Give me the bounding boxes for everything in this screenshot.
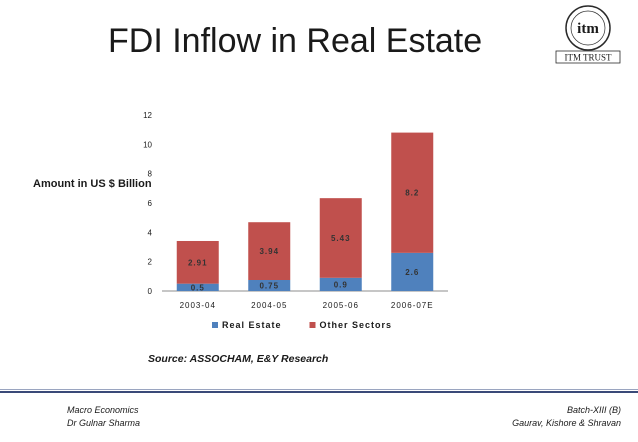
footer-course: Macro Economics — [67, 405, 139, 415]
data-label: 0.5 — [191, 283, 205, 292]
footer-instructor: Dr Gulnar Sharma — [67, 418, 141, 428]
y-tick-label: 6 — [148, 199, 153, 208]
data-label: 8.2 — [405, 189, 419, 198]
logo-mark: itm — [577, 21, 599, 37]
bar-segment — [319, 198, 362, 278]
y-tick-label: 8 — [148, 170, 153, 179]
legend-swatch — [212, 322, 218, 328]
bar-segment — [319, 277, 362, 291]
bar-segment — [176, 240, 219, 284]
x-tick-label: 2003-04 — [180, 301, 216, 310]
source-note: Source: ASSOCHAM, E&Y Research — [148, 353, 329, 365]
bar-segment — [248, 280, 291, 291]
footer-batch: Batch-XIII (B) — [566, 405, 621, 415]
y-tick-label: 4 — [148, 228, 153, 237]
footer-right: Batch-XIII (B) Gaurav, Kishore & Shravan — [512, 404, 621, 430]
x-tick-label: 2004-05 — [251, 301, 287, 310]
data-label: 0.9 — [334, 280, 348, 289]
x-tick-label: 2005-06 — [323, 301, 359, 310]
stacked-bar-chart: 0 2 4 6 8 10 12 0.5 2.91 2003-04 0.75 3.94 2004-05 0.… — [143, 111, 448, 330]
y-tick-label: 2 — [148, 258, 153, 267]
y-axis-label: Amount in US $ Billion — [33, 178, 152, 190]
y-tick-label: 12 — [143, 111, 152, 120]
data-label: 2.6 — [405, 268, 419, 277]
logo-text: ITM TRUST — [564, 53, 612, 63]
logo-ring — [565, 5, 611, 51]
x-tick-label: 2006-07E — [391, 301, 434, 310]
footer-left: Macro Economics Dr Gulnar Sharma — [67, 404, 140, 430]
y-tick-label: 0 — [148, 287, 153, 296]
bar-segment — [176, 283, 219, 291]
logo-inner-ring — [570, 10, 606, 46]
legend-swatch — [309, 322, 316, 328]
data-label: 2.91 — [188, 258, 208, 267]
y-tick-label: 10 — [143, 140, 152, 149]
footer-authors: Gaurav, Kishore & Shravan — [512, 418, 621, 428]
bar-segment — [391, 252, 434, 291]
logo-banner — [555, 50, 621, 64]
legend-label: Real Estate — [222, 320, 282, 330]
data-label: 3.94 — [259, 247, 279, 256]
footer-divider-thick — [0, 391, 638, 393]
slide-title: FDI Inflow in Real Estate — [108, 22, 483, 60]
bar-segment — [391, 132, 434, 253]
data-label: 0.75 — [259, 282, 279, 291]
footer-divider-thin — [0, 389, 638, 390]
legend-label: Other Sectors — [320, 320, 393, 330]
data-label: 5.43 — [331, 234, 351, 243]
itm-trust-logo: itm ITM TRUST — [555, 5, 621, 64]
bar-segment — [248, 222, 291, 280]
